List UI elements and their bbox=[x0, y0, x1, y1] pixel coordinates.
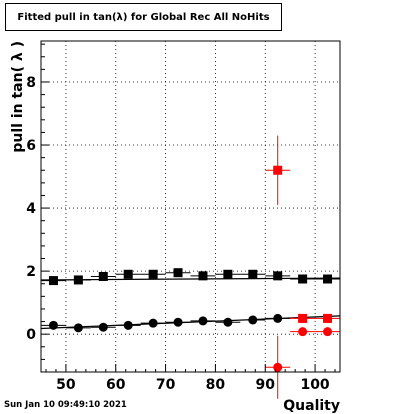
x-axis-title: Quality bbox=[283, 398, 340, 414]
data-point-circle bbox=[98, 322, 108, 332]
data-point-circle bbox=[223, 317, 233, 327]
timestamp: Sun Jan 10 09:49:10 2021 bbox=[4, 400, 127, 410]
data-point-square bbox=[98, 271, 108, 281]
x-tick-label: 90 bbox=[256, 377, 276, 393]
data-point-square bbox=[198, 271, 208, 281]
data-point-square bbox=[323, 274, 333, 284]
y-tick-label: 8 bbox=[26, 75, 36, 91]
data-point-square bbox=[323, 313, 333, 323]
data-point-circle bbox=[148, 318, 158, 328]
y-tick-label: 4 bbox=[26, 201, 36, 217]
data-point-square bbox=[173, 268, 183, 278]
x-tick-label: 50 bbox=[56, 377, 76, 393]
x-tick-label: 100 bbox=[300, 377, 329, 393]
data-point-square bbox=[273, 271, 283, 281]
data-point-square bbox=[48, 276, 58, 286]
data-point-square bbox=[73, 275, 83, 285]
data-point-circle bbox=[198, 316, 208, 326]
data-point-square bbox=[273, 165, 283, 175]
chart-title: Fitted pull in tan(λ) for Global Rec All… bbox=[5, 3, 282, 31]
data-point-square bbox=[298, 274, 308, 284]
data-point-circle bbox=[273, 313, 283, 323]
data-point-circle bbox=[123, 320, 133, 330]
data-point-circle bbox=[273, 362, 283, 372]
data-point-square bbox=[123, 269, 133, 279]
y-tick-label: 0 bbox=[26, 327, 36, 343]
data-point-circle bbox=[48, 320, 58, 330]
y-tick-label: 6 bbox=[26, 138, 36, 154]
data-point-circle bbox=[298, 327, 308, 337]
data-point-circle bbox=[73, 323, 83, 333]
y-tick-label: 2 bbox=[26, 264, 36, 280]
data-point-square bbox=[223, 269, 233, 279]
axes: 50 60 70 80 90 100 0 2 4 6 8 bbox=[26, 43, 336, 393]
error-bars bbox=[41, 135, 340, 399]
x-tick-label: 80 bbox=[206, 377, 226, 393]
x-tick-label: 70 bbox=[156, 377, 176, 393]
data-markers bbox=[48, 165, 333, 372]
data-point-square bbox=[298, 313, 308, 323]
data-point-circle bbox=[173, 317, 183, 327]
plot-frame bbox=[40, 40, 341, 373]
data-point-circle bbox=[248, 315, 258, 325]
data-point-circle bbox=[323, 327, 333, 337]
data-point-square bbox=[148, 269, 158, 279]
y-axis-title: pull in tan( λ ) bbox=[10, 41, 26, 153]
x-tick-label: 60 bbox=[106, 377, 126, 393]
data-point-square bbox=[248, 269, 258, 279]
